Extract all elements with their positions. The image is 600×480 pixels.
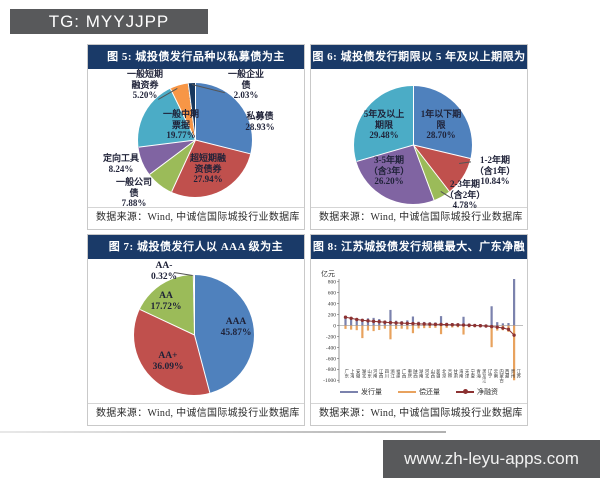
fig7-source: 数据来源：Wind, 中诚信国际城投行业数据库 (88, 403, 304, 423)
svg-text:0: 0 (333, 323, 336, 329)
fig7-label-aaplus: AA+ 36.09% (152, 351, 184, 373)
fig7-title: 图 7: 城投债发行人以 AAA 级为主 (88, 235, 304, 259)
fig7-label-aa: AA 17.72% (150, 291, 182, 313)
svg-text:400: 400 (328, 302, 337, 308)
page-edge-shadow (0, 431, 446, 433)
panel-fig8: 图 8: 江苏城投债发行规模最大、广东净融资额居首 亿元 800 600 400 20… (310, 234, 528, 426)
fig5-pie-chart (138, 83, 252, 197)
fig6-pie-chart (354, 86, 472, 204)
fig8-x-axis-labels: 广东 上海 安徽 湖北 山东 河南 江西 四川 浙江 福建 广西 重庆 陕西 湖南 河北 山西 新疆 北京 吉林 甘肃… (344, 369, 521, 383)
fig7-label-aaa: AAA 45.87% (220, 317, 252, 339)
fig6-source: 数据来源：Wind, 中诚信国际城投行业数据库 (311, 207, 527, 227)
fig5-label-scp: 超短期融 资债券 27.94% (189, 153, 226, 185)
fig8-plot: 800 600 400 200 0 -200 -400 -600 -800 -1000 (323, 279, 523, 383)
fig8-source: 数据来源：Wind, 中诚信国际城投行业数据库 (311, 403, 527, 423)
svg-text:800: 800 (328, 280, 337, 286)
legend-item: 净融资 (456, 387, 498, 397)
fig5-label-zhongqi: 一般中期 票据 19.77% (162, 109, 199, 141)
fig6-label-3to5y: 3-5年期 （含3年） 26.20% (368, 155, 410, 187)
fig8-legend: 发行量 偿还量 净融资 (311, 387, 527, 397)
svg-text:-400: -400 (326, 345, 336, 351)
fig5-label-duanrong: 一般短期 融资券 5.20% (126, 69, 163, 101)
fig7-label-aaminus: AA- 0.32% (150, 261, 178, 283)
fig7-chart: AAA 45.87% AA+ 36.09% AA 17.72% AA- 0.32… (88, 259, 304, 403)
fig5-label-qiyezhai: 一般企业 债 2.03% (227, 69, 264, 101)
fig5-label-simuzhai: 私募债 28.93% (245, 111, 275, 132)
svg-text:-1000: -1000 (323, 378, 336, 383)
fig8-chart: 亿元 800 600 400 200 0 -200 -400 -600 -800 -1000 广东… (311, 259, 527, 403)
legend-item: 发行量 (340, 387, 382, 397)
fig5-label-dingxiang: 定向工具 8.24% (102, 153, 139, 174)
panel-fig6: 图 6: 城投债发行期限以 5 年及以上期限为主 1年以下期 限 28.70% … (310, 44, 528, 230)
svg-text:600: 600 (328, 291, 337, 297)
watermark-url: www.zh-leyu-apps.com (383, 440, 600, 478)
fig6-label-1to2y: 1-2年期 （含1年） 10.84% (474, 155, 516, 187)
panel-fig5: 图 5: 城投债发行品种以私募债为主 私募债 28.93% 超短期融 资债券 2… (87, 44, 305, 230)
fig7-pie-chart (134, 275, 254, 395)
fig6-chart: 1年以下期 限 28.70% 1-2年期 （含1年） 10.84% 2-3年期 … (311, 69, 527, 210)
svg-text:-600: -600 (326, 356, 336, 362)
figure-grid: 图 5: 城投债发行品种以私募债为主 私募债 28.93% 超短期融 资债券 2… (87, 44, 528, 426)
svg-text:200: 200 (328, 312, 337, 318)
svg-text:-800: -800 (326, 367, 336, 373)
fig8-title: 图 8: 江苏城投债发行规模最大、广东净融资额居首 (311, 235, 527, 277)
svg-text:-200: -200 (326, 334, 336, 340)
header-watermark: TG: MYYJJPP (10, 9, 208, 34)
fig5-label-gongsizhai: 一般公司 债 7.88% (115, 177, 152, 209)
legend-item: 偿还量 (398, 387, 440, 397)
fig8-unit-label: 亿元 (321, 270, 335, 278)
fig6-title: 图 6: 城投债发行期限以 5 年及以上期限为主 (311, 45, 527, 87)
fig6-label-2to3y: 2-3年期 （含2年） 4.78% (444, 179, 486, 211)
fig6-label-under1y: 1年以下期 限 28.70% (420, 109, 462, 141)
fig5-title: 图 5: 城投债发行品种以私募债为主 (88, 45, 304, 69)
fig6-label-over5y: 5年及以上 期限 29.48% (363, 109, 405, 141)
panel-fig7: 图 7: 城投债发行人以 AAA 级为主 AAA 45.87% AA+ 36.0… (87, 234, 305, 426)
fig5-chart: 私募债 28.93% 超短期融 资债券 27.94% 一般公司 债 7.88% … (88, 69, 304, 209)
fig5-source: 数据来源：Wind, 中诚信国际城投行业数据库 (88, 207, 304, 227)
